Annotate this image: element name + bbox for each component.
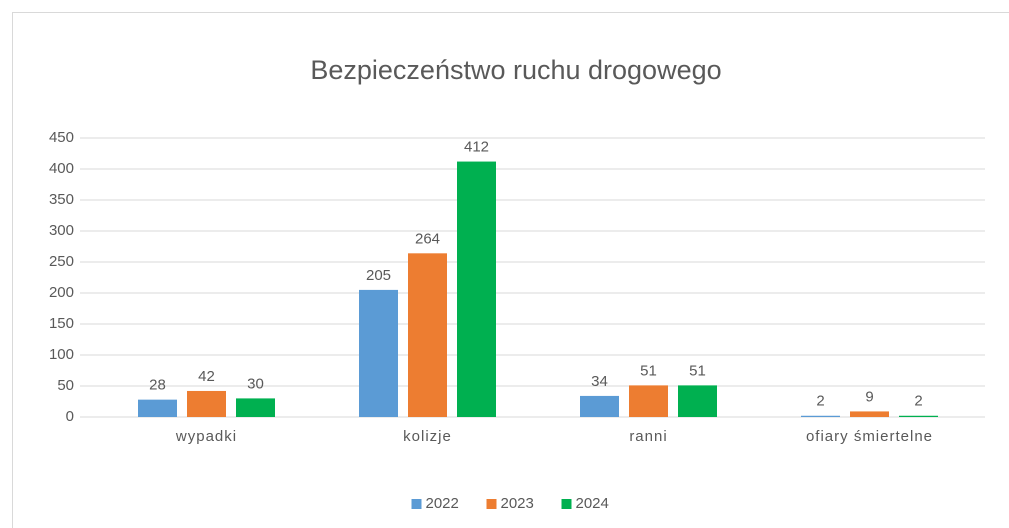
bar xyxy=(359,289,398,417)
data-label: 42 xyxy=(198,368,215,385)
data-label: 205 xyxy=(366,267,391,284)
bar xyxy=(850,411,889,417)
chart-border xyxy=(12,12,1009,528)
bar xyxy=(236,398,275,417)
y-tick-label: 400 xyxy=(49,160,74,177)
data-label: 51 xyxy=(640,362,657,379)
data-label: 9 xyxy=(865,388,873,405)
data-label: 264 xyxy=(415,230,440,247)
bar xyxy=(457,161,496,417)
x-tick-label: ofiary śmiertelne xyxy=(806,428,933,445)
data-label: 51 xyxy=(689,362,706,379)
chart-title: Bezpieczeństwo ruchu drogowego xyxy=(310,55,721,85)
bar xyxy=(408,253,447,417)
y-tick-label: 300 xyxy=(49,222,74,239)
data-label: 2 xyxy=(816,393,824,410)
data-label: 412 xyxy=(464,139,489,156)
y-tick-label: 350 xyxy=(49,191,74,208)
bar xyxy=(187,390,226,417)
legend-swatch xyxy=(561,499,572,509)
x-tick-label: ranni xyxy=(629,428,667,445)
y-tick-label: 250 xyxy=(49,253,74,270)
bar xyxy=(678,385,717,417)
y-tick-label: 150 xyxy=(49,315,74,332)
data-label: 2 xyxy=(914,393,922,410)
legend-swatch xyxy=(486,499,497,509)
bar xyxy=(801,415,840,417)
bar xyxy=(580,395,619,417)
legend-label: 2024 xyxy=(576,495,609,512)
bar xyxy=(899,415,938,417)
data-label: 28 xyxy=(149,377,166,394)
bar xyxy=(138,399,177,417)
data-label: 34 xyxy=(591,373,608,390)
legend-label: 2022 xyxy=(426,495,459,512)
bar xyxy=(629,385,668,417)
legend-swatch xyxy=(411,499,422,509)
y-tick-label: 0 xyxy=(66,408,74,425)
y-tick-label: 50 xyxy=(57,377,74,394)
y-tick-label: 100 xyxy=(49,346,74,363)
data-label: 30 xyxy=(247,375,264,392)
y-tick-label: 200 xyxy=(49,284,74,301)
x-tick-label: kolizje xyxy=(403,428,452,445)
legend-label: 2023 xyxy=(501,495,534,512)
y-tick-label: 450 xyxy=(49,129,74,146)
x-tick-label: wypadki xyxy=(175,428,237,445)
